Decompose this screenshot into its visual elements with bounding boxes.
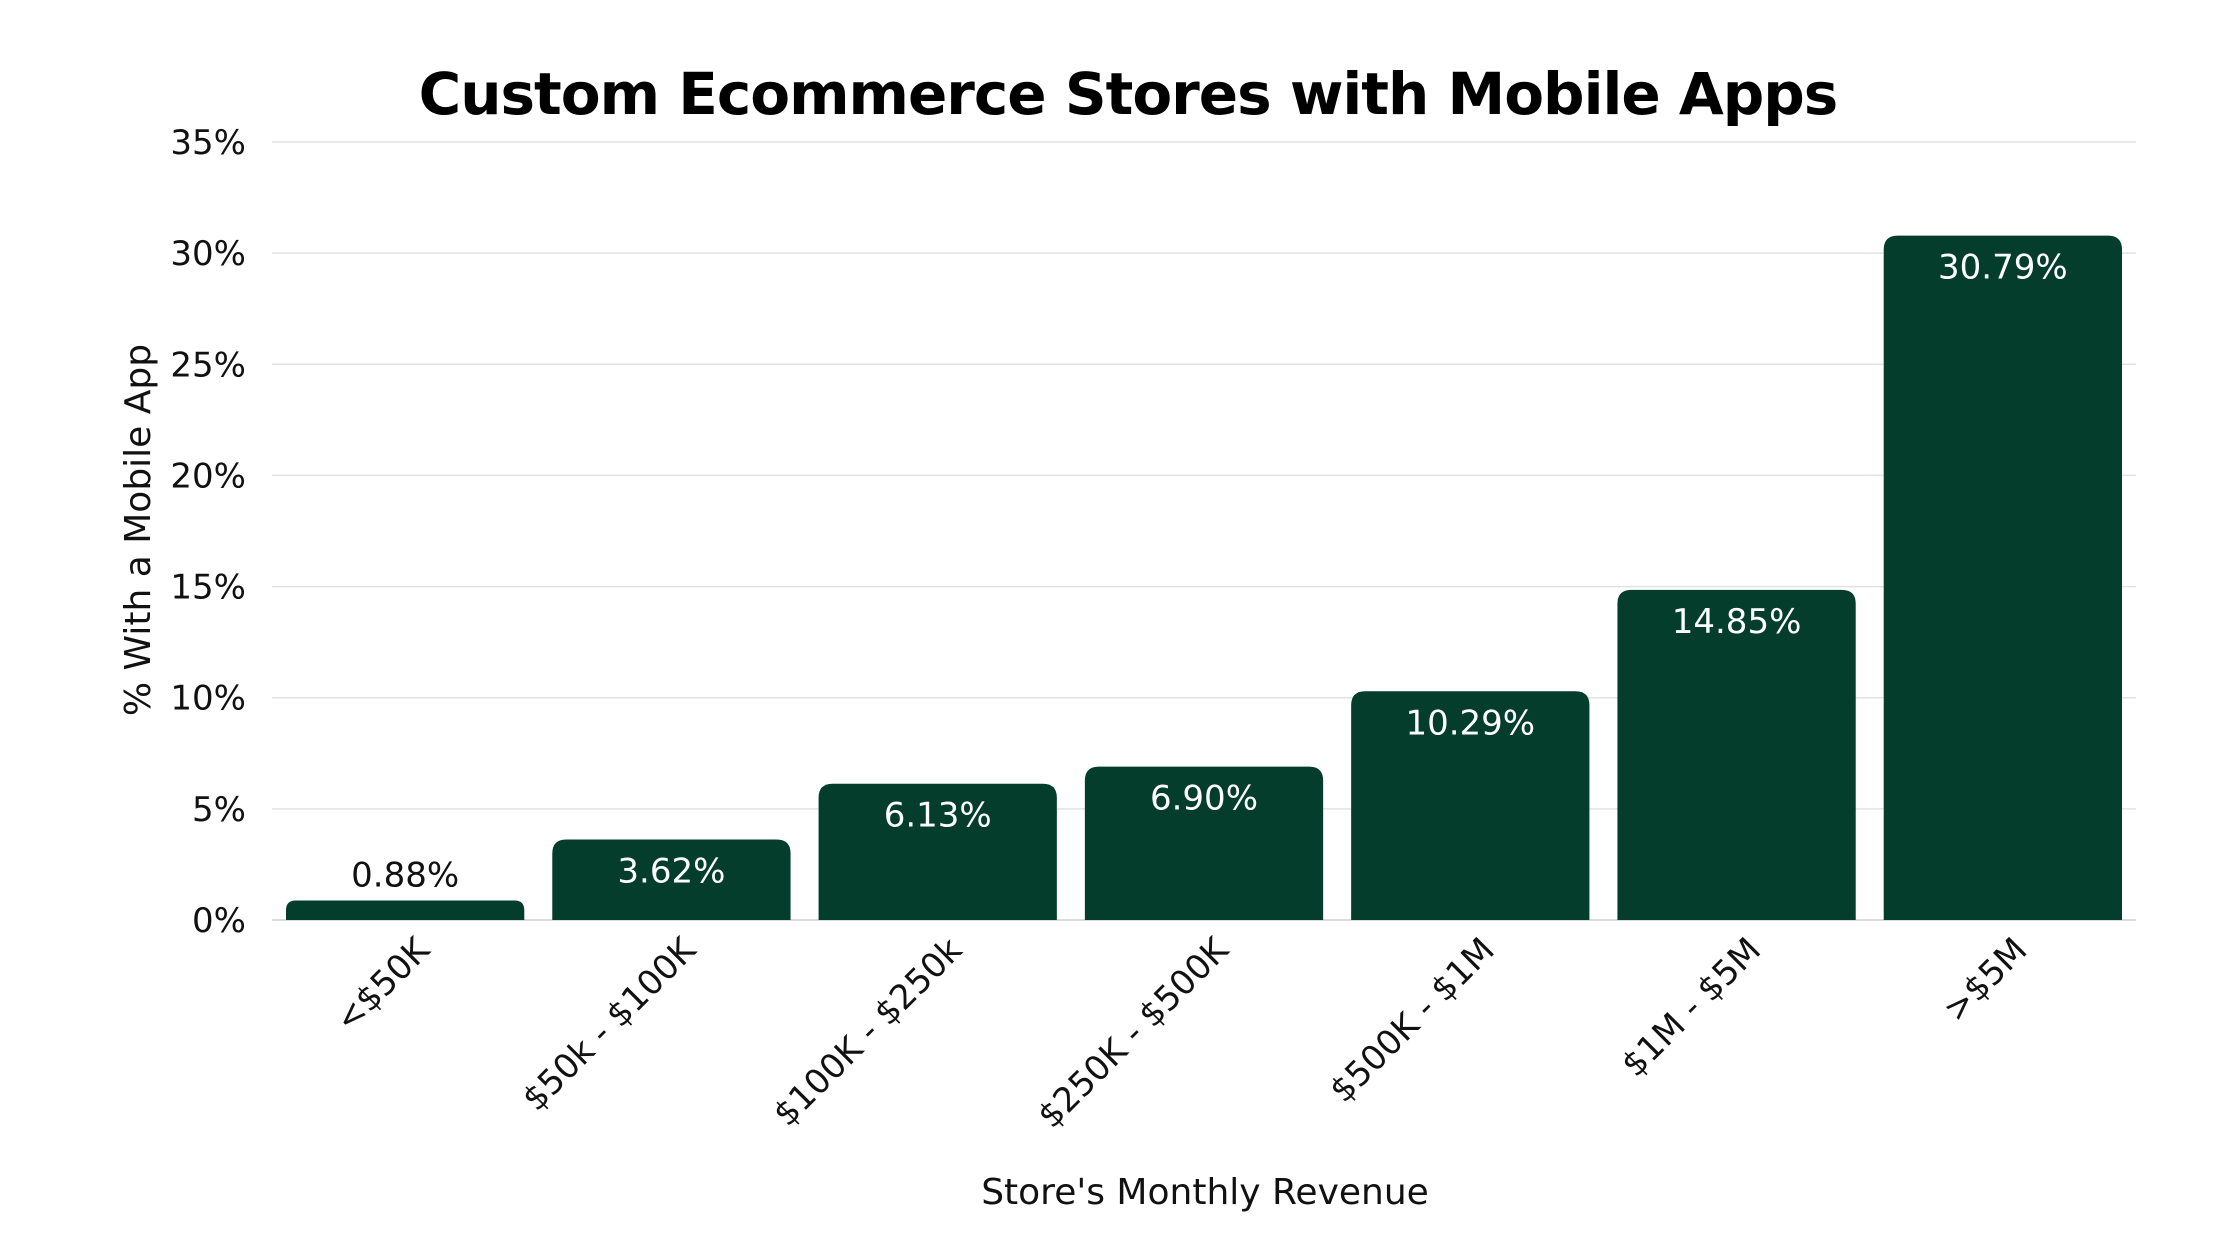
- data-label-1: 3.62%: [617, 852, 725, 892]
- data-label-3: 6.90%: [1150, 779, 1258, 819]
- x-tick-label-0: <$50K: [327, 929, 438, 1040]
- y-axis-label: % With a Mobile App: [118, 344, 159, 716]
- y-axis-ticks: 0% 5% 10% 15% 20% 25% 30% 35%: [170, 123, 246, 941]
- chart-title: Custom Ecommerce Stores with Mobile Apps: [419, 60, 1838, 128]
- y-tick-label-3: 15%: [170, 568, 246, 608]
- x-axis-ticks: <$50K $50k - $100K $100K - $250k $250K - $5…: [327, 929, 2035, 1136]
- x-axis-label: Store's Monthly Revenue: [981, 1172, 1429, 1213]
- bar-5: [1617, 589, 1856, 920]
- y-tick-label-2: 10%: [170, 679, 246, 719]
- bar-6: [1883, 235, 2122, 921]
- x-tick-label-2: $100K - $250k: [766, 930, 971, 1135]
- bar-3: [1084, 766, 1324, 920]
- y-tick-label-4: 20%: [170, 456, 246, 496]
- gridlines: [272, 141, 2136, 921]
- data-label-5: 14.85%: [1672, 602, 1802, 642]
- data-label-6: 30.79%: [1938, 248, 2068, 288]
- y-tick-label-0: 0%: [192, 901, 246, 941]
- bar-4: [1351, 691, 1590, 920]
- bars: [286, 235, 2122, 921]
- x-tick-label-1: $50k - $100K: [515, 929, 705, 1119]
- x-tick-label-5: $1M - $5M: [1614, 930, 1769, 1085]
- bar-0: [286, 900, 525, 920]
- data-label-0: 0.88%: [351, 855, 459, 895]
- x-tick-label-6: >$5M: [1935, 930, 2035, 1030]
- x-tick-label-3: $250K - $500K: [1030, 929, 1237, 1136]
- y-tick-label-6: 30%: [170, 234, 246, 274]
- y-tick-label-1: 5%: [192, 790, 246, 830]
- bar-2: [818, 783, 1057, 920]
- x-tick-label-4: $500K - $1M: [1322, 930, 1503, 1111]
- y-tick-label-7: 35%: [170, 123, 246, 163]
- bar-1: [552, 839, 791, 920]
- data-label-2: 6.13%: [884, 796, 992, 836]
- y-tick-label-5: 25%: [170, 345, 246, 385]
- data-label-4: 10.29%: [1405, 703, 1535, 743]
- data-labels: 0.88% 3.62% 6.13% 6.90% 10.29% 14.85% 30.79%: [351, 248, 2068, 896]
